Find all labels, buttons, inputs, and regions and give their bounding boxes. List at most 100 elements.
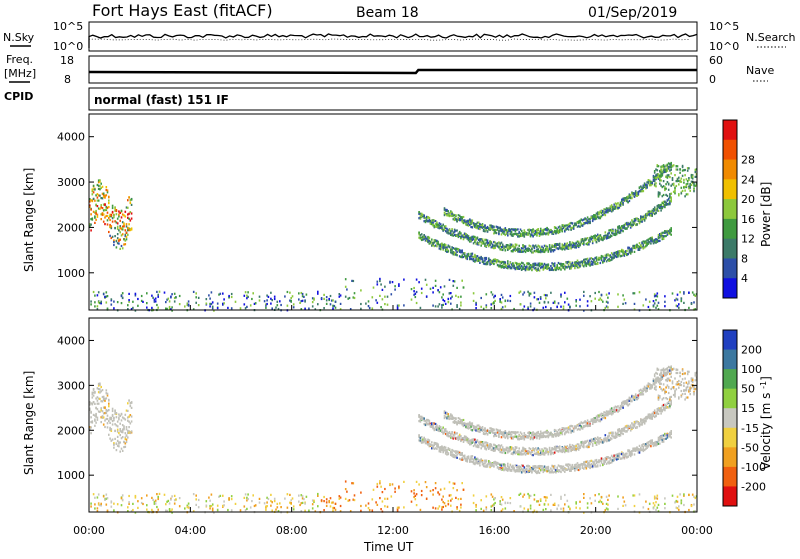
power-cell-710 bbox=[206, 303, 208, 305]
power-cell-2708 bbox=[502, 249, 504, 251]
power-cell-66 bbox=[94, 305, 96, 307]
power-cell-2548 bbox=[494, 247, 496, 249]
velocity-cell-801 bbox=[259, 498, 261, 500]
power-cell-2662 bbox=[501, 294, 503, 296]
power-cell-3170 bbox=[525, 245, 527, 247]
velocity-cell-1507 bbox=[445, 447, 447, 449]
power-cell-5566 bbox=[641, 221, 643, 223]
power-cell-852 bbox=[287, 291, 289, 293]
power-colorbar-tick-1: 8 bbox=[741, 252, 748, 265]
power-colorbar-tick-3: 16 bbox=[741, 213, 755, 226]
power-cell-954 bbox=[332, 299, 334, 301]
power-cell-5594 bbox=[643, 190, 645, 192]
freq-left-tick-top: 18 bbox=[60, 54, 74, 67]
power-cell-402 bbox=[119, 220, 121, 222]
power-cell-3150 bbox=[524, 229, 526, 231]
velocity-cell-445 bbox=[122, 436, 124, 438]
velocity-cell-913 bbox=[313, 500, 315, 502]
power-cell-672 bbox=[179, 303, 181, 305]
power-cell-6450 bbox=[684, 169, 686, 171]
power-cell-4746 bbox=[601, 258, 603, 260]
power-cell-6066 bbox=[662, 174, 664, 176]
velocity-cell-935 bbox=[326, 501, 328, 503]
velocity-cell-1517 bbox=[445, 428, 447, 430]
power-cell-1256 bbox=[429, 217, 431, 219]
power-cell-2822 bbox=[507, 234, 509, 236]
power-cell-160 bbox=[100, 204, 102, 206]
power-cell-5466 bbox=[636, 223, 638, 225]
power-cell-1836 bbox=[460, 296, 462, 298]
power-cell-3346 bbox=[534, 292, 536, 294]
velocity-cell-587 bbox=[142, 503, 144, 505]
power-cell-248 bbox=[107, 215, 109, 217]
power-cell-2138 bbox=[475, 304, 477, 306]
power-cell-1012 bbox=[372, 307, 374, 309]
velocity-cell-599 bbox=[151, 497, 153, 499]
power-cell-1332 bbox=[435, 305, 437, 307]
power-y-axis-label: Slant Range [km] bbox=[22, 168, 36, 272]
power-cell-5848 bbox=[655, 307, 657, 309]
power-cell-6426 bbox=[682, 166, 684, 168]
power-cell-702 bbox=[198, 304, 200, 306]
power-cell-1050 bbox=[387, 296, 389, 298]
velocity-cell-699 bbox=[195, 504, 197, 506]
power-cell-4872 bbox=[607, 302, 609, 304]
power-cell-6464 bbox=[686, 185, 688, 187]
power-cell-466 bbox=[123, 225, 125, 227]
power-cell-4450 bbox=[587, 300, 589, 302]
power-cell-6012 bbox=[660, 204, 662, 206]
velocity-cell-1745 bbox=[455, 417, 457, 419]
power-cell-5676 bbox=[648, 306, 650, 308]
freq-trace bbox=[89, 70, 697, 73]
power-cell-6422 bbox=[682, 190, 684, 192]
velocity-cell-1477 bbox=[444, 488, 446, 490]
power-cell-3152 bbox=[524, 236, 526, 238]
velocity-cell-771 bbox=[244, 505, 246, 507]
velocity-cell-799 bbox=[255, 504, 257, 506]
power-cell-614 bbox=[155, 300, 157, 302]
velocity-cell-945 bbox=[330, 497, 332, 499]
power-cell-748 bbox=[223, 302, 225, 304]
power-cell-334 bbox=[113, 216, 115, 218]
power-cell-720 bbox=[211, 291, 213, 293]
velocity-cell-1011 bbox=[369, 509, 371, 511]
power-cell-1062 bbox=[394, 285, 396, 287]
power-cell-1280 bbox=[431, 239, 433, 241]
velocity-cell-1427 bbox=[440, 426, 442, 428]
power-cell-5780 bbox=[653, 300, 655, 302]
velocity-cell-355 bbox=[114, 409, 116, 411]
power-cell-2238 bbox=[480, 306, 482, 308]
velocity-cell-899 bbox=[304, 503, 306, 505]
power-cell-934 bbox=[326, 299, 328, 301]
velocity-cell-2629 bbox=[498, 436, 500, 438]
power-cell-5626 bbox=[645, 298, 647, 300]
velocity-cell-369 bbox=[116, 412, 118, 414]
velocity-cell-763 bbox=[231, 509, 233, 511]
power-cell-5996 bbox=[659, 183, 661, 185]
power-cell-4570 bbox=[592, 240, 594, 242]
power-cell-1658 bbox=[451, 228, 453, 230]
velocity-cell-155 bbox=[100, 503, 102, 505]
velocity-cell-341 bbox=[113, 444, 115, 446]
power-cell-1432 bbox=[441, 296, 443, 298]
power-cell-1392 bbox=[439, 303, 441, 305]
power-cell-2084 bbox=[473, 300, 475, 302]
power-cell-890 bbox=[302, 293, 304, 295]
power-cell-3052 bbox=[520, 303, 522, 305]
velocity-cell-975 bbox=[345, 488, 347, 490]
velocity-cell-197 bbox=[103, 396, 105, 398]
power-cell-3906 bbox=[560, 306, 562, 308]
power-cell-1994 bbox=[468, 253, 470, 255]
power-cell-3432 bbox=[537, 267, 539, 269]
power-cell-5258 bbox=[626, 250, 628, 252]
power-cell-6300 bbox=[670, 162, 672, 164]
velocity-cell-1037 bbox=[382, 491, 384, 493]
power-cell-3782 bbox=[554, 265, 556, 267]
power-cell-576 bbox=[135, 293, 137, 295]
power-cell-5924 bbox=[657, 169, 659, 171]
power-cell-6404 bbox=[679, 168, 681, 170]
power-cell-3548 bbox=[543, 247, 545, 249]
velocity-cell-593 bbox=[146, 504, 148, 506]
power-cell-6102 bbox=[664, 295, 666, 297]
velocity-cell-625 bbox=[157, 496, 159, 498]
